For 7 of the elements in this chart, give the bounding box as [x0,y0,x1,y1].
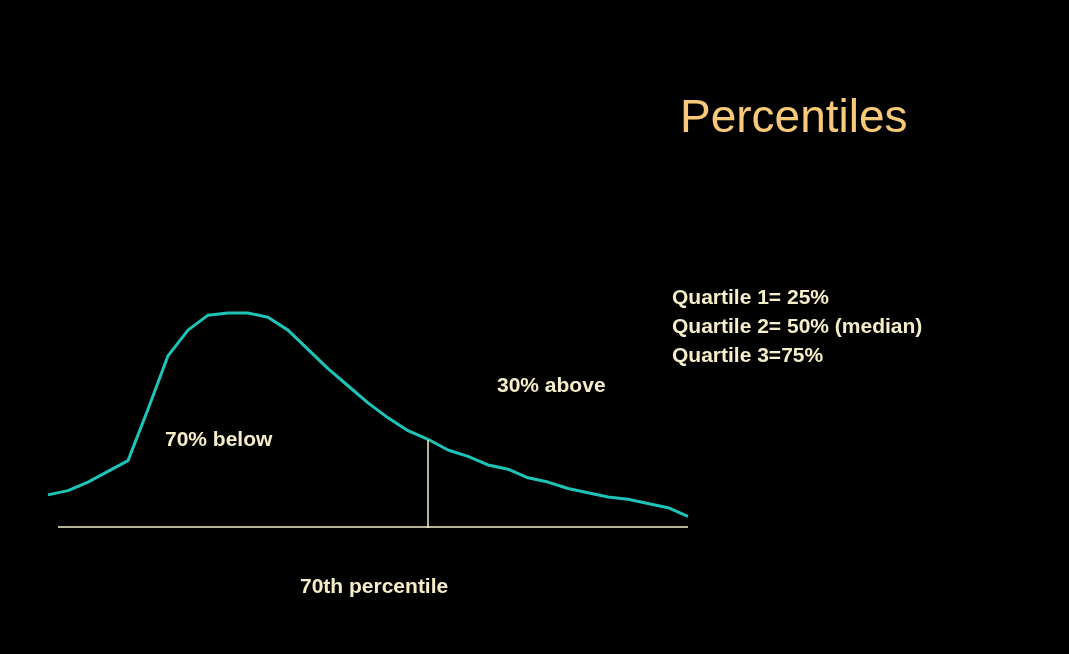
text: Percentiles [680,90,908,142]
text: 70th percentile [300,574,449,597]
annotation: Quartile 3=75% [672,343,824,366]
annotation: Quartile 2= 50% (median) [672,314,923,337]
annotation: 30% above [497,373,606,396]
annotation: 70% below [165,427,274,450]
text: Quartile 1= 25% [672,285,830,308]
